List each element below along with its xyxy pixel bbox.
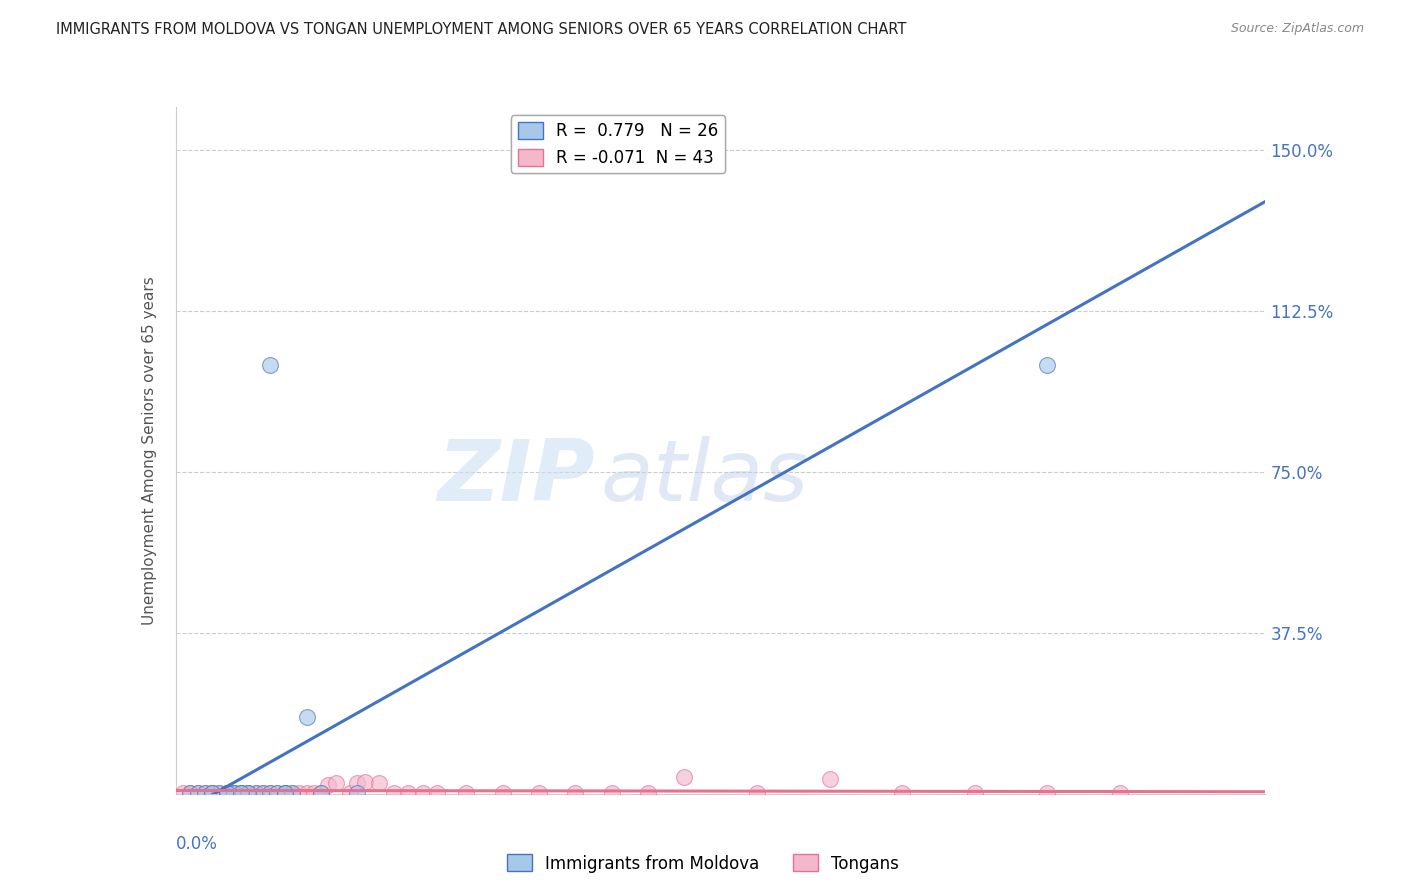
Point	[259, 786, 281, 800]
Point	[186, 786, 209, 800]
Point	[259, 786, 281, 800]
Point	[238, 786, 260, 800]
Point	[231, 786, 253, 800]
Point	[412, 786, 434, 800]
Point	[259, 358, 281, 372]
Point	[309, 786, 332, 800]
Point	[1109, 786, 1132, 800]
Point	[222, 786, 245, 800]
Point	[346, 786, 368, 800]
Text: Source: ZipAtlas.com: Source: ZipAtlas.com	[1230, 22, 1364, 36]
Text: IMMIGRANTS FROM MOLDOVA VS TONGAN UNEMPLOYMENT AMONG SENIORS OVER 65 YEARS CORRE: IMMIGRANTS FROM MOLDOVA VS TONGAN UNEMPL…	[56, 22, 907, 37]
Point	[245, 786, 267, 800]
Point	[745, 786, 768, 800]
Point	[426, 786, 449, 800]
Text: 0.0%: 0.0%	[176, 835, 218, 853]
Point	[179, 786, 201, 800]
Point	[309, 786, 332, 800]
Point	[396, 786, 419, 800]
Point	[339, 786, 361, 800]
Point	[818, 772, 841, 786]
Point	[318, 778, 340, 792]
Point	[281, 786, 304, 800]
Point	[288, 786, 311, 800]
Point	[346, 776, 368, 790]
Point	[208, 786, 231, 800]
Text: ZIP: ZIP	[437, 436, 595, 519]
Point	[231, 786, 253, 800]
Point	[266, 786, 288, 800]
Legend: R =  0.779   N = 26, R = -0.071  N = 43: R = 0.779 N = 26, R = -0.071 N = 43	[510, 115, 725, 173]
Point	[673, 770, 696, 784]
Point	[215, 786, 238, 800]
Point	[201, 786, 224, 800]
Point	[353, 775, 375, 789]
Point	[295, 786, 318, 800]
Point	[1036, 358, 1059, 372]
Legend: Immigrants from Moldova, Tongans: Immigrants from Moldova, Tongans	[501, 847, 905, 880]
Point	[274, 786, 297, 800]
Point	[208, 786, 231, 800]
Point	[382, 786, 405, 800]
Point	[368, 776, 391, 790]
Point	[600, 786, 623, 800]
Point	[963, 786, 986, 800]
Point	[891, 786, 914, 800]
Point	[215, 786, 238, 800]
Text: atlas: atlas	[600, 436, 808, 519]
Point	[266, 786, 288, 800]
Point	[172, 786, 194, 800]
Point	[201, 786, 224, 800]
Point	[252, 786, 274, 800]
Point	[492, 786, 515, 800]
Point	[238, 786, 260, 800]
Point	[564, 786, 586, 800]
Point	[231, 786, 253, 800]
Point	[222, 786, 245, 800]
Point	[201, 786, 224, 800]
Point	[274, 786, 297, 800]
Point	[252, 786, 274, 800]
Point	[222, 786, 245, 800]
Point	[238, 786, 260, 800]
Point	[302, 786, 325, 800]
Point	[295, 709, 318, 723]
Point	[274, 786, 297, 800]
Point	[179, 786, 201, 800]
Point	[325, 776, 347, 790]
Point	[194, 786, 217, 800]
Point	[637, 786, 659, 800]
Point	[1036, 786, 1059, 800]
Point	[186, 786, 209, 800]
Point	[245, 786, 267, 800]
Point	[281, 786, 304, 800]
Point	[527, 786, 550, 800]
Point	[215, 786, 238, 800]
Point	[194, 786, 217, 800]
Point	[456, 786, 478, 800]
Y-axis label: Unemployment Among Seniors over 65 years: Unemployment Among Seniors over 65 years	[142, 277, 157, 624]
